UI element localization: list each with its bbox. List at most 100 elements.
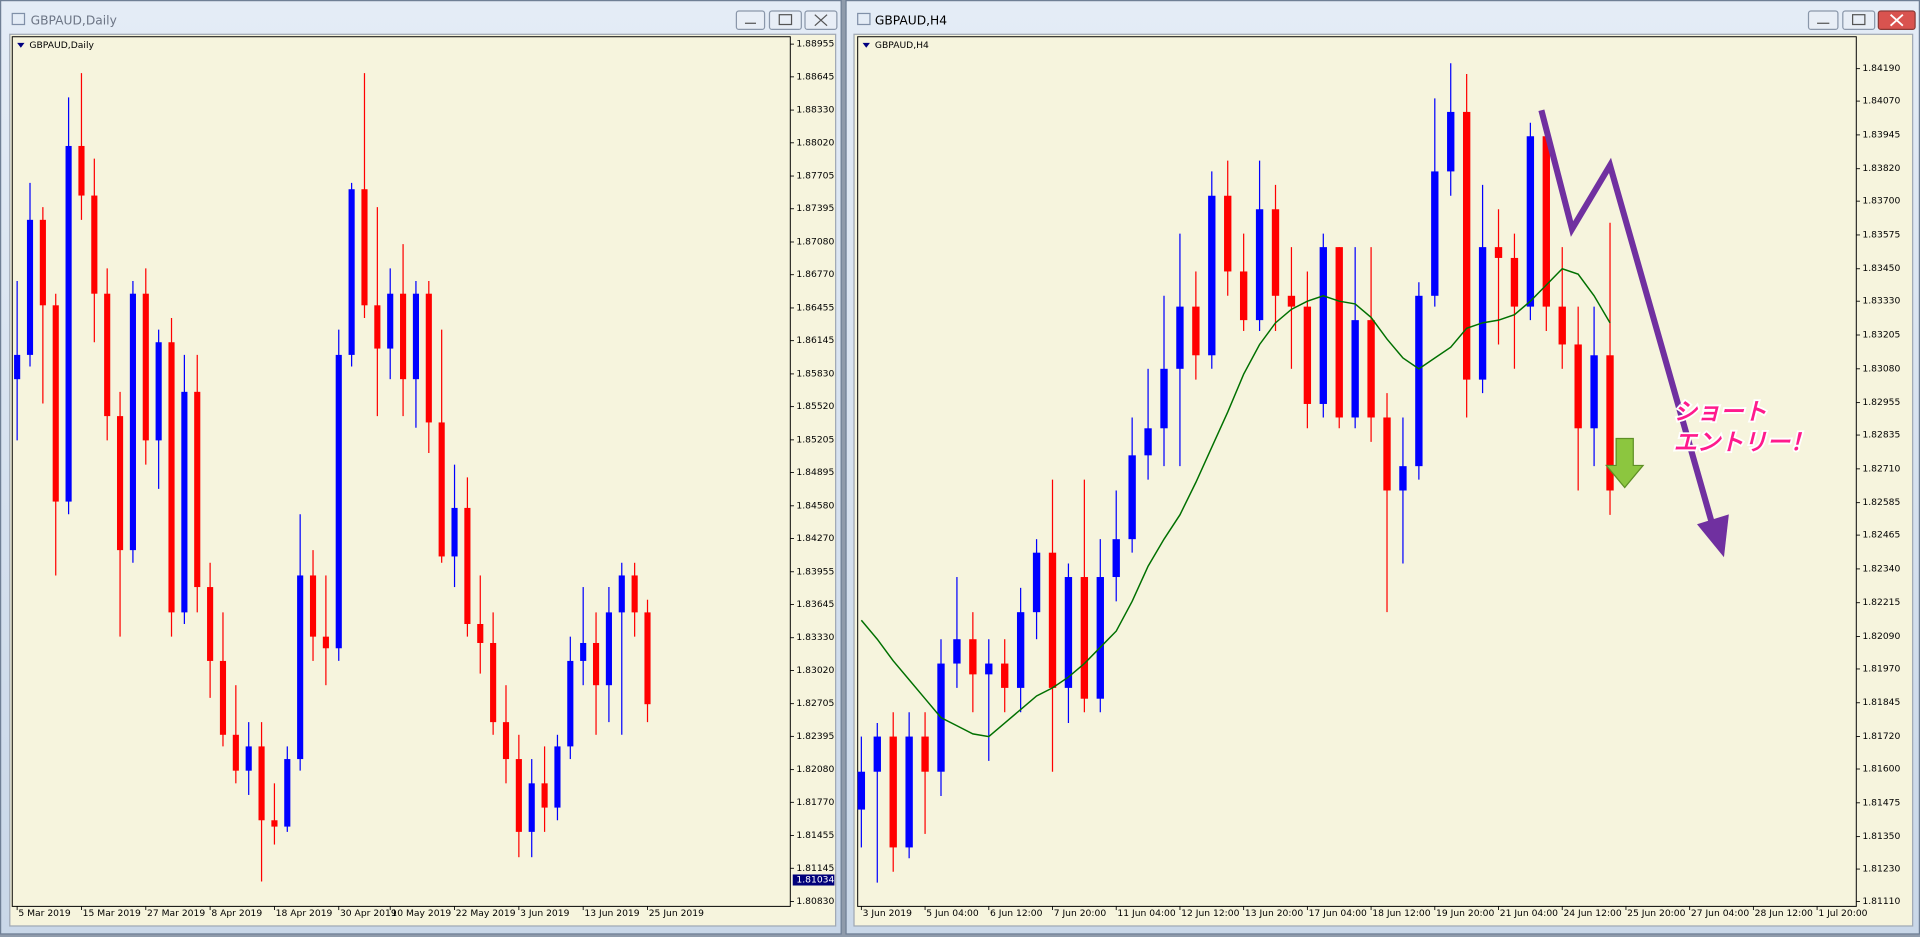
window-title: GBPAUD,H4 xyxy=(875,13,947,27)
x-tick-label: 19 Jun 20:00 xyxy=(1436,908,1494,919)
y-tick-label: 1.88330 xyxy=(796,105,834,116)
y-tick-label: 1.83080 xyxy=(1862,363,1900,374)
y-tick-label: 1.84270 xyxy=(796,533,834,544)
y-tick-label: 1.81455 xyxy=(796,830,834,841)
candle-body xyxy=(168,342,175,613)
y-tick-label: 1.83575 xyxy=(1862,229,1900,240)
candle-body xyxy=(271,820,278,827)
symbol-marker xyxy=(17,42,25,48)
candle-body xyxy=(348,189,355,355)
x-tick-label: 24 Jun 12:00 xyxy=(1563,908,1621,919)
candle-body xyxy=(104,293,111,417)
candle-body xyxy=(1462,111,1471,380)
candle-body xyxy=(361,189,368,306)
y-tick-label: 1.83945 xyxy=(1862,129,1900,140)
candle-body xyxy=(14,354,21,380)
candle-body xyxy=(921,736,929,772)
candle-body xyxy=(194,391,201,588)
chart-area xyxy=(853,33,1914,927)
candle-body xyxy=(1271,209,1280,296)
maximize-button[interactable] xyxy=(768,10,802,31)
y-tick-label: 1.81475 xyxy=(1862,797,1900,808)
candle-body xyxy=(985,663,993,675)
maximize-button[interactable] xyxy=(1842,10,1876,31)
candle-body xyxy=(631,575,638,613)
chart-label: GBPAUD,H4 xyxy=(875,40,929,51)
candle-body xyxy=(873,736,881,772)
candle-body xyxy=(181,391,188,613)
candle-body xyxy=(412,293,420,380)
candle-body xyxy=(1367,320,1375,418)
y-tick-label: 1.84190 xyxy=(1862,63,1900,74)
y-tick-label: 1.83820 xyxy=(1862,163,1900,174)
candle-body xyxy=(1001,663,1009,688)
x-tick-label: 22 May 2019 xyxy=(456,908,516,919)
candle-body xyxy=(1319,247,1327,404)
y-tick-label: 1.82710 xyxy=(1862,463,1900,474)
x-tick-label: 13 Jun 2019 xyxy=(584,908,639,919)
y-tick-label: 1.81845 xyxy=(1862,697,1900,708)
button-glyph xyxy=(1889,14,1904,27)
candle-body xyxy=(1526,136,1535,307)
window-buttons[interactable] xyxy=(735,10,838,31)
candle-body xyxy=(219,660,227,735)
y-tick-label: 1.82080 xyxy=(796,764,834,775)
y-tick-label: 1.85205 xyxy=(796,434,834,445)
candle-body xyxy=(1255,209,1264,321)
candle-body xyxy=(1383,417,1391,491)
candle-body xyxy=(387,293,394,349)
y-tick-label: 1.82465 xyxy=(1862,530,1900,541)
candle-body xyxy=(1351,320,1359,418)
candle-body xyxy=(554,746,561,808)
y-tick-label: 1.84580 xyxy=(796,500,834,511)
minimize-button[interactable] xyxy=(735,10,766,31)
y-tick-label: 1.81970 xyxy=(1862,663,1900,674)
y-tick-label: 1.86455 xyxy=(796,302,834,313)
candle-body xyxy=(1032,552,1041,613)
candle-body xyxy=(65,145,72,502)
candle-body xyxy=(1016,612,1025,688)
candle-body xyxy=(1399,466,1407,491)
candle-body xyxy=(1574,344,1582,429)
button-glyph xyxy=(814,14,828,27)
candle-body xyxy=(207,587,214,661)
candle-body xyxy=(1080,577,1089,699)
candle-body xyxy=(644,612,651,705)
candle-body xyxy=(1415,295,1423,467)
minimize-button[interactable] xyxy=(1807,10,1839,31)
window-icon xyxy=(11,12,26,26)
annotation-arrow xyxy=(1538,109,1716,528)
window-buttons[interactable] xyxy=(1807,10,1916,31)
candle-body xyxy=(374,305,381,349)
moving-average xyxy=(860,267,1611,738)
candle-body xyxy=(116,416,124,551)
y-tick-label: 1.82090 xyxy=(1862,631,1900,642)
candle-body xyxy=(155,342,162,441)
x-tick-label: 11 Jun 04:00 xyxy=(1117,908,1175,919)
y-tick-label: 1.87080 xyxy=(796,236,834,247)
candle-body xyxy=(490,642,497,723)
x-tick-label: 30 Apr 2019 xyxy=(340,908,397,919)
y-tick-label: 1.81720 xyxy=(1862,731,1900,742)
x-tick-label: 13 Jun 20:00 xyxy=(1245,908,1303,919)
y-tick-label: 1.86145 xyxy=(796,335,834,346)
candle-body xyxy=(1208,195,1216,356)
y-tick-label: 1.81110 xyxy=(1862,896,1900,907)
y-tick-label: 1.83645 xyxy=(796,599,834,610)
candle-body xyxy=(400,293,407,380)
button-glyph xyxy=(1851,14,1866,26)
x-tick-label: 25 Jun 20:00 xyxy=(1627,908,1685,919)
y-tick-label: 1.88020 xyxy=(796,137,834,148)
y-tick-label: 1.80830 xyxy=(796,896,834,907)
candle-body xyxy=(969,639,977,675)
candle-body xyxy=(515,759,522,832)
candle-body xyxy=(528,783,535,832)
candle-body xyxy=(309,575,317,637)
y-tick-label: 1.81600 xyxy=(1862,764,1900,775)
annotation-text: ショート xyxy=(1674,398,1767,425)
x-tick-label: 6 Jun 12:00 xyxy=(990,908,1043,919)
y-tick-label: 1.83020 xyxy=(796,665,834,676)
candle-body xyxy=(142,293,149,441)
y-tick-label: 1.88645 xyxy=(796,71,834,82)
